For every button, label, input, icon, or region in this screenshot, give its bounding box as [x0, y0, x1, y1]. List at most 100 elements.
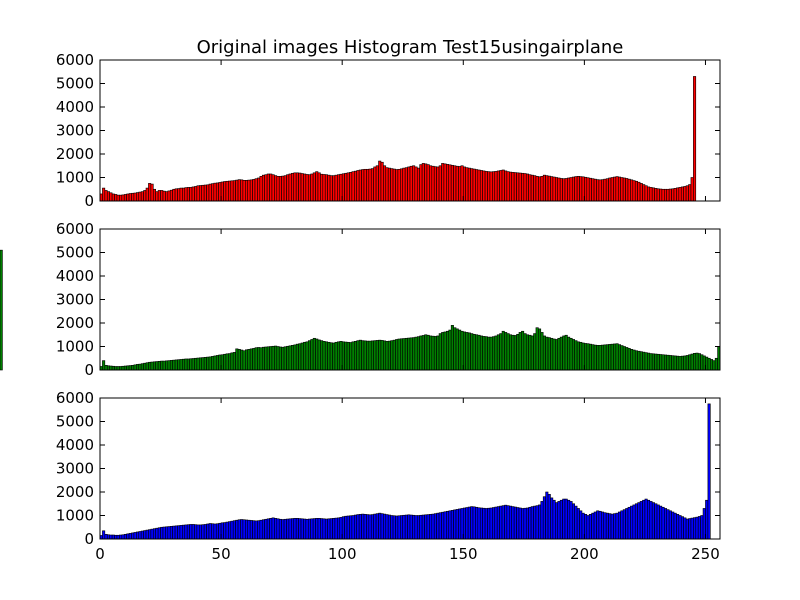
- bar-green: [324, 341, 328, 371]
- bar-blue: [199, 524, 203, 540]
- y-tick-label: 2000: [56, 314, 94, 332]
- bar-red: [150, 183, 154, 202]
- bar-green: [307, 340, 311, 371]
- bar-blue: [114, 534, 118, 540]
- bar-red: [504, 170, 508, 202]
- bar-blue: [450, 510, 454, 540]
- bar-blue: [620, 510, 624, 540]
- bar-blue: [542, 496, 546, 540]
- bar-red: [228, 180, 232, 202]
- bar-red: [315, 171, 319, 202]
- bar-red: [247, 179, 251, 202]
- y-tick-label: 5000: [56, 75, 94, 93]
- bar-blue: [191, 524, 195, 540]
- bar-green: [591, 344, 595, 371]
- bar-blue: [637, 502, 641, 540]
- bar-blue: [145, 529, 149, 540]
- bar-green: [344, 341, 348, 371]
- bar-green: [283, 346, 287, 371]
- bar-red: [245, 180, 249, 202]
- bar-red: [617, 176, 622, 202]
- bar-red: [596, 179, 600, 202]
- bar-green: [128, 365, 132, 371]
- bar-blue: [479, 507, 483, 540]
- bar-green: [683, 355, 687, 371]
- bar-green: [441, 332, 445, 371]
- bar-green: [438, 333, 442, 371]
- bar-red: [574, 176, 578, 202]
- bar-red: [690, 177, 694, 202]
- bar-blue: [693, 517, 697, 540]
- bar-blue: [189, 524, 193, 540]
- bar-red: [458, 166, 462, 202]
- bar-red: [409, 165, 413, 202]
- bar-blue: [283, 518, 287, 540]
- x-tick-label: 50: [212, 545, 231, 563]
- bar-green: [605, 344, 609, 371]
- bar-green: [627, 348, 631, 371]
- bar-green: [571, 339, 575, 371]
- y-tick-label: 4000: [56, 98, 94, 116]
- bar-green: [714, 357, 718, 371]
- bar-red: [121, 194, 125, 202]
- bar-blue: [630, 505, 634, 540]
- bar-blue: [269, 518, 273, 540]
- bar-blue: [416, 515, 420, 540]
- bar-red: [242, 180, 246, 202]
- bar-blue: [152, 528, 156, 540]
- bar-green: [453, 327, 457, 371]
- bar-green: [494, 335, 498, 371]
- bar-red: [470, 168, 474, 202]
- bar-red: [523, 173, 527, 202]
- bar-blue: [111, 534, 115, 540]
- bar-red: [683, 186, 687, 202]
- bar-green: [617, 344, 622, 371]
- bar-red: [269, 173, 273, 202]
- bar-blue: [242, 519, 246, 540]
- bar-blue: [334, 517, 338, 540]
- bar-green: [695, 352, 699, 371]
- bar-blue: [245, 519, 249, 540]
- bar-blue: [128, 533, 132, 540]
- bar-red: [148, 183, 152, 202]
- bar-red: [264, 174, 268, 202]
- y-tick-label: 0: [84, 361, 94, 379]
- bar-blue: [264, 518, 268, 540]
- bar-green: [676, 355, 680, 371]
- bar-blue: [119, 534, 123, 540]
- bar-red: [182, 187, 186, 202]
- bar-green: [496, 334, 500, 371]
- bar-green: [177, 359, 181, 371]
- bar-green: [203, 357, 207, 371]
- bar-green: [278, 346, 282, 371]
- bar-blue: [516, 507, 520, 540]
- bar-red: [174, 188, 178, 202]
- bar-blue: [528, 506, 532, 540]
- bar-green: [378, 339, 382, 371]
- bar-red: [274, 175, 278, 202]
- bar-red: [615, 176, 619, 202]
- bar-green: [707, 357, 711, 371]
- bar-blue: [419, 514, 423, 540]
- bar-green: [150, 361, 154, 371]
- bar-red: [426, 164, 430, 202]
- bar-blue: [252, 520, 256, 540]
- bar-blue: [172, 525, 176, 540]
- bar-red: [644, 185, 648, 202]
- bar-blue: [610, 513, 614, 540]
- bar-blue: [106, 534, 110, 540]
- bar-blue: [409, 514, 413, 540]
- bar-green: [121, 365, 125, 371]
- bar-green: [392, 339, 396, 371]
- bar-red: [613, 176, 617, 202]
- bar-blue: [562, 498, 566, 540]
- bar-red: [431, 165, 435, 202]
- bar-green: [368, 340, 372, 371]
- bar-green: [499, 333, 503, 371]
- bar-green: [525, 334, 529, 371]
- bar-red: [448, 164, 452, 202]
- bar-red: [252, 179, 256, 202]
- bar-green: [119, 366, 123, 371]
- bar-red: [189, 187, 193, 202]
